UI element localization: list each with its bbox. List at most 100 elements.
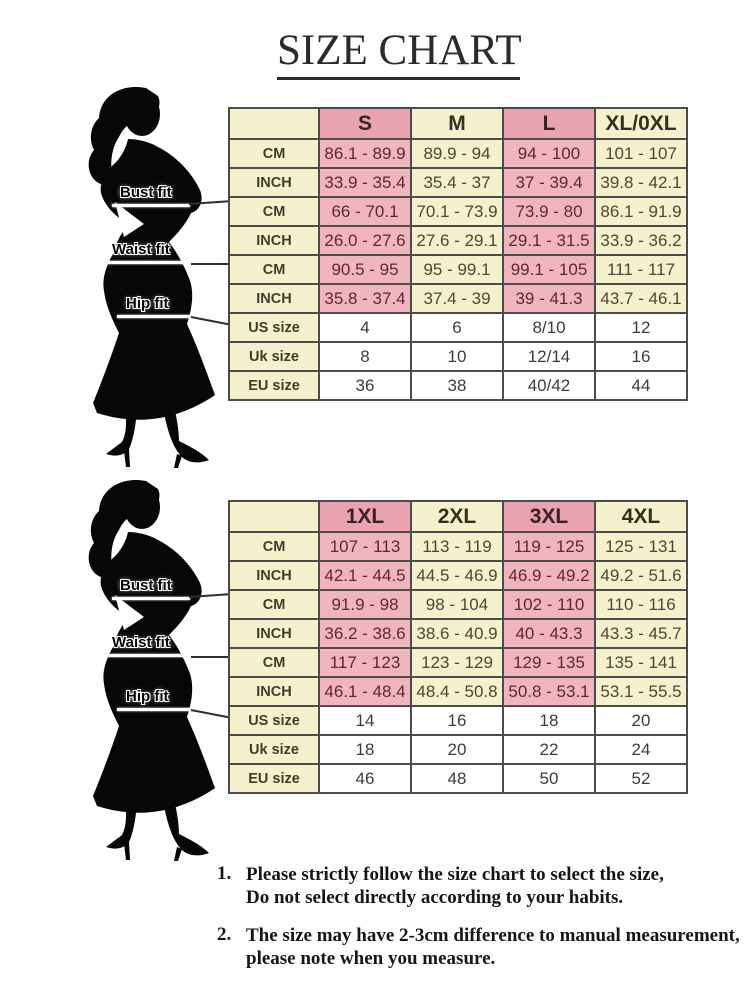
woman-silhouette-icon xyxy=(88,86,215,469)
value-cell: 14 xyxy=(318,705,412,736)
value-cell: 94 - 100 xyxy=(502,138,596,169)
value-cell: 36.2 - 38.6 xyxy=(318,618,412,649)
value-cell: 46.1 - 48.4 xyxy=(318,676,412,707)
value-cell: 99.1 - 105 xyxy=(502,254,596,285)
value-cell: 101 - 107 xyxy=(594,138,688,169)
bust-fit-underline xyxy=(112,597,190,600)
value-cell: 95 - 99.1 xyxy=(410,254,504,285)
hip-fit-label: Hip fit xyxy=(126,688,169,705)
note-number: 1. xyxy=(217,863,232,884)
table-row-conversion-uk-size: Uk size 8 10 12/14 16 xyxy=(228,341,688,372)
bust-fit-underline xyxy=(112,204,190,207)
notes-list: 1. Please strictly follow the size chart… xyxy=(217,863,745,985)
value-cell: 113 - 119 xyxy=(410,531,504,562)
value-cell: 50.8 - 53.1 xyxy=(502,676,596,707)
value-cell: 42.1 - 44.5 xyxy=(318,560,412,591)
section-plus-sizes: Bust fit Waist fit Hip fit 1XL 2XL 3XL 4XL C… xyxy=(0,478,750,871)
value-cell: 107 - 113 xyxy=(318,531,412,562)
value-cell: 40 - 43.3 xyxy=(502,618,596,649)
value-cell: 135 - 141 xyxy=(594,647,688,678)
table-row-bust-inch: INCH 33.9 - 35.4 35.4 - 37 37 - 39.4 39.8 - … xyxy=(228,167,688,198)
waist-fit-underline xyxy=(105,654,192,657)
row-label-cell: INCH xyxy=(228,618,320,649)
note-number: 2. xyxy=(217,924,232,945)
note-text: Please strictly follow the size chart to… xyxy=(246,863,745,909)
value-cell: 6 xyxy=(410,312,504,343)
value-cell: 27.6 - 29.1 xyxy=(410,225,504,256)
size-table-regular: S M L XL/0XL CM 86.1 - 89.9 89.9 - 94 94 - 100 1… xyxy=(228,107,688,401)
row-label-cell: EU size xyxy=(228,370,320,401)
row-label-cell: CM xyxy=(228,531,320,562)
row-label-cell: Uk size xyxy=(228,734,320,765)
size-header-cell: L xyxy=(502,107,596,140)
value-cell: 40/42 xyxy=(502,370,596,401)
note-line: Do not select directly according to your… xyxy=(246,887,624,908)
value-cell: 33.9 - 35.4 xyxy=(318,167,412,198)
table-row-conversion-us-size: US size 14 16 18 20 xyxy=(228,705,688,736)
table-row-bust-cm: CM 86.1 - 89.9 89.9 - 94 94 - 100 101 - 107 xyxy=(228,138,688,169)
table-row-conversion-eu-size: EU size 46 48 50 52 xyxy=(228,763,688,794)
value-cell: 39.8 - 42.1 xyxy=(594,167,688,198)
value-cell: 46.9 - 49.2 xyxy=(502,560,596,591)
table-row-waist-cm: CM 91.9 - 98 98 - 104 102 - 110 110 - 116 xyxy=(228,589,688,620)
value-cell: 111 - 117 xyxy=(594,254,688,285)
value-cell: 43.7 - 46.1 xyxy=(594,283,688,314)
value-cell: 48.4 - 50.8 xyxy=(410,676,504,707)
value-cell: 37.4 - 39 xyxy=(410,283,504,314)
hip-fit-underline xyxy=(117,708,192,711)
note-line: The size may have 2-3cm difference to ma… xyxy=(246,925,740,946)
value-cell: 37 - 39.4 xyxy=(502,167,596,198)
size-header-cell: 1XL xyxy=(318,500,412,533)
note-item-1: 1. Please strictly follow the size chart… xyxy=(217,863,745,909)
row-label-cell: INCH xyxy=(228,283,320,314)
table-row-waist-inch: INCH 26.0 - 27.6 27.6 - 29.1 29.1 - 31.5 33.… xyxy=(228,225,688,256)
woman-silhouette-icon xyxy=(88,479,215,861)
value-cell: 44 xyxy=(594,370,688,401)
value-cell: 50 xyxy=(502,763,596,794)
value-cell: 53.1 - 55.5 xyxy=(594,676,688,707)
value-cell: 110 - 116 xyxy=(594,589,688,620)
corner-cell xyxy=(228,107,320,140)
value-cell: 98 - 104 xyxy=(410,589,504,620)
value-cell: 52 xyxy=(594,763,688,794)
table-row-conversion-uk-size: Uk size 18 20 22 24 xyxy=(228,734,688,765)
value-cell: 12 xyxy=(594,312,688,343)
row-label-cell: CM xyxy=(228,138,320,169)
value-cell: 44.5 - 46.9 xyxy=(410,560,504,591)
row-label-cell: CM xyxy=(228,647,320,678)
value-cell: 36 xyxy=(318,370,412,401)
value-cell: 43.3 - 45.7 xyxy=(594,618,688,649)
header-row: 1XL 2XL 3XL 4XL xyxy=(228,500,688,533)
size-table-plus: 1XL 2XL 3XL 4XL CM 107 - 113 113 - 119 119 - 12… xyxy=(228,500,688,794)
page-title: SIZE CHART xyxy=(277,27,522,74)
note-item-2: 2. The size may have 2-3cm difference to… xyxy=(217,924,745,970)
value-cell: 49.2 - 51.6 xyxy=(594,560,688,591)
waist-fit-connector-line xyxy=(191,263,229,265)
value-cell: 38.6 - 40.9 xyxy=(410,618,504,649)
table-row-hip-inch: INCH 46.1 - 48.4 48.4 - 50.8 50.8 - 53.1 53.… xyxy=(228,676,688,707)
table-row-conversion-us-size: US size 4 6 8/10 12 xyxy=(228,312,688,343)
value-cell: 29.1 - 31.5 xyxy=(502,225,596,256)
value-cell: 125 - 131 xyxy=(594,531,688,562)
row-label-cell: INCH xyxy=(228,676,320,707)
value-cell: 24 xyxy=(594,734,688,765)
value-cell: 8 xyxy=(318,341,412,372)
value-cell: 70.1 - 73.9 xyxy=(410,196,504,227)
title-underline xyxy=(277,77,520,80)
value-cell: 35.4 - 37 xyxy=(410,167,504,198)
hip-fit-label: Hip fit xyxy=(126,295,169,312)
table-row-bust-inch: INCH 42.1 - 44.5 44.5 - 46.9 46.9 - 49.2 49.… xyxy=(228,560,688,591)
value-cell: 4 xyxy=(318,312,412,343)
value-cell: 117 - 123 xyxy=(318,647,412,678)
hip-fit-underline xyxy=(117,315,192,318)
value-cell: 66 - 70.1 xyxy=(318,196,412,227)
table-row-hip-inch: INCH 35.8 - 37.4 37.4 - 39 39 - 41.3 43.7 - … xyxy=(228,283,688,314)
value-cell: 35.8 - 37.4 xyxy=(318,283,412,314)
value-cell: 39 - 41.3 xyxy=(502,283,596,314)
size-header-cell: 2XL xyxy=(410,500,504,533)
size-header-cell: S xyxy=(318,107,412,140)
value-cell: 73.9 - 80 xyxy=(502,196,596,227)
value-cell: 89.9 - 94 xyxy=(410,138,504,169)
value-cell: 123 - 129 xyxy=(410,647,504,678)
